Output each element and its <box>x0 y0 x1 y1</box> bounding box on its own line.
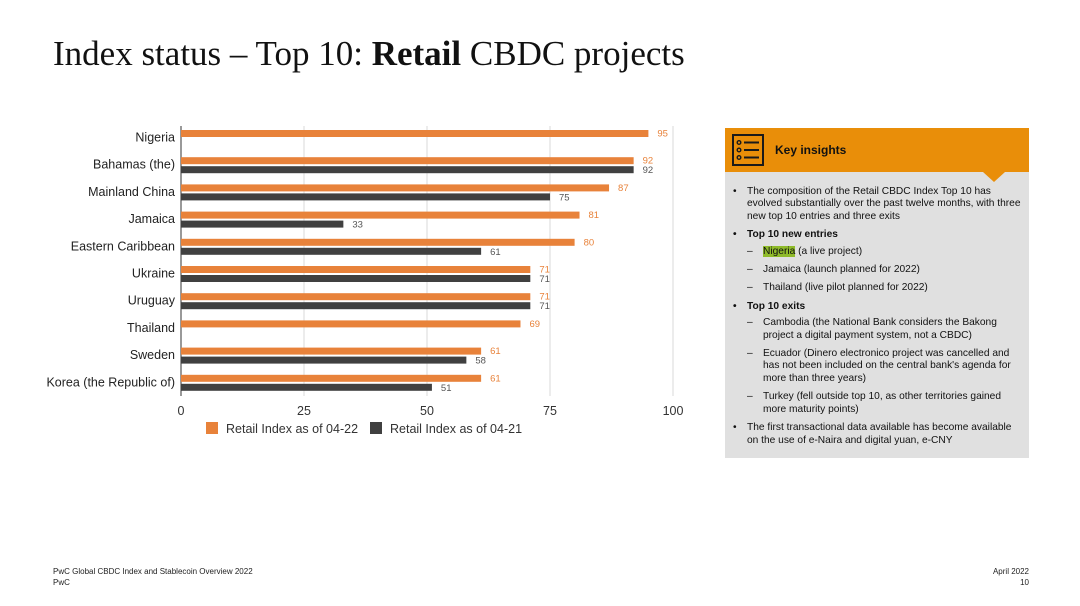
bar-2021 <box>181 302 531 310</box>
new-entry-item: Jamaica (launch planned for 2022) <box>733 264 1023 277</box>
key-insights-title: Key insights <box>775 143 847 157</box>
bar-2021 <box>181 193 550 201</box>
data-label-2022: 61 <box>490 346 501 357</box>
page-number: 10 <box>1020 578 1029 587</box>
data-label-2022: 87 <box>618 183 629 194</box>
new-entry-item: Nigeria (a live project) <box>733 245 1023 258</box>
footer-meta: April 2022 10 <box>993 566 1029 588</box>
x-tick-label: 25 <box>297 404 311 418</box>
legend-label: Retail Index as of 04-22 <box>226 422 358 436</box>
bar-2022 <box>181 374 482 382</box>
bar-2022 <box>181 293 531 301</box>
chart-legend: Retail Index as of 04-22 Retail Index as … <box>206 422 522 436</box>
bar-2021 <box>181 275 531 282</box>
x-tick-label: 75 <box>543 404 557 418</box>
category-label: Thailand <box>127 321 175 335</box>
data-label-2021: 71 <box>539 274 550 285</box>
bar-2021 <box>181 220 344 228</box>
axis-tick-labels: 0 25 50 75 100 <box>178 404 684 418</box>
data-label-2022: 92 <box>643 156 654 167</box>
data-label-2021: 33 <box>352 220 363 231</box>
highlighted-text: Nigeria <box>763 245 796 257</box>
data-label-2021: 61 <box>490 247 501 258</box>
legend-label: Retail Index as of 04-21 <box>390 422 522 436</box>
bar-2022 <box>181 320 521 328</box>
title-bold: Retail <box>371 34 462 73</box>
bar-2022 <box>181 347 482 355</box>
data-label-2021: 58 <box>475 356 486 367</box>
bar-2021 <box>181 247 482 255</box>
page-title: Index status – Top 10: Retail CBDC proje… <box>53 32 685 76</box>
bar-2022 <box>181 238 575 246</box>
checklist-icon <box>732 134 764 166</box>
x-tick-label: 0 <box>178 404 185 418</box>
data-label-2022: 69 <box>529 319 540 330</box>
data-label-2021: 92 <box>643 165 654 176</box>
category-label: Mainland China <box>88 185 175 199</box>
legend-swatch <box>206 422 218 434</box>
bar-2021 <box>181 356 467 364</box>
data-label-2022: 81 <box>589 210 600 221</box>
category-labels: Nigeria Bahamas (the) Mainland China Jamaic… <box>46 131 175 390</box>
data-label-2022: 95 <box>657 129 668 140</box>
entry-detail: (a live project) <box>795 245 863 257</box>
title-prefix: Index status – Top 10: <box>53 34 372 73</box>
category-label: Bahamas (the) <box>93 158 175 172</box>
bar-2022 <box>181 130 649 137</box>
data-label-2022: 71 <box>539 265 550 276</box>
x-tick-label: 50 <box>420 404 434 418</box>
bar-2021 <box>181 166 634 174</box>
bar-2022 <box>181 157 634 165</box>
bar-2022 <box>181 266 531 273</box>
header-notch <box>983 172 1005 182</box>
title-suffix: CBDC projects <box>461 34 685 73</box>
data-label-2022: 61 <box>490 373 501 384</box>
footer-company: PwC <box>53 578 70 587</box>
exits-heading: Top 10 exits <box>733 301 1023 314</box>
category-label: Sweden <box>130 348 175 362</box>
insight-bullet: The composition of the Retail CBDC Index… <box>733 186 1023 223</box>
category-label: Eastern Caribbean <box>71 239 175 253</box>
bar-2022 <box>181 184 610 192</box>
exit-item: Cambodia (the National Bank considers th… <box>733 317 1023 342</box>
category-label: Ukraine <box>132 267 175 281</box>
footer-date: April 2022 <box>992 567 1029 576</box>
key-insights-panel: Key insights The composition of the Reta… <box>725 128 1029 458</box>
bar-2022 <box>181 211 580 219</box>
bar-2021 <box>181 383 432 391</box>
new-entries-heading: Top 10 new entries <box>733 229 1023 242</box>
category-label: Korea (the Republic of) <box>46 375 175 389</box>
exit-item: Turkey (fell outside top 10, as other te… <box>733 391 1023 416</box>
data-label-2021: 71 <box>539 301 550 312</box>
legend-swatch <box>370 422 382 434</box>
key-insights-body: The composition of the Retail CBDC Index… <box>733 186 1023 453</box>
insight-bullet: The first transactional data available h… <box>733 422 1023 447</box>
category-label: Uruguay <box>128 294 176 308</box>
new-entry-item: Thailand (live pilot planned for 2022) <box>733 282 1023 295</box>
category-label: Nigeria <box>135 131 175 145</box>
footer-publication: PwC Global CBDC Index and Stablecoin Ove… <box>53 567 253 576</box>
data-label-2021: 75 <box>559 192 570 203</box>
key-insights-header: Key insights <box>725 128 1029 182</box>
x-tick-label: 100 <box>663 404 684 418</box>
data-label-2022: 80 <box>584 237 595 248</box>
data-label-2022: 71 <box>539 292 550 303</box>
category-label: Jamaica <box>128 212 175 226</box>
exit-item: Ecuador (Dinero electronico project was … <box>733 348 1023 385</box>
data-label-2021: 51 <box>441 383 452 394</box>
footer-source: PwC Global CBDC Index and Stablecoin Ove… <box>53 566 253 588</box>
